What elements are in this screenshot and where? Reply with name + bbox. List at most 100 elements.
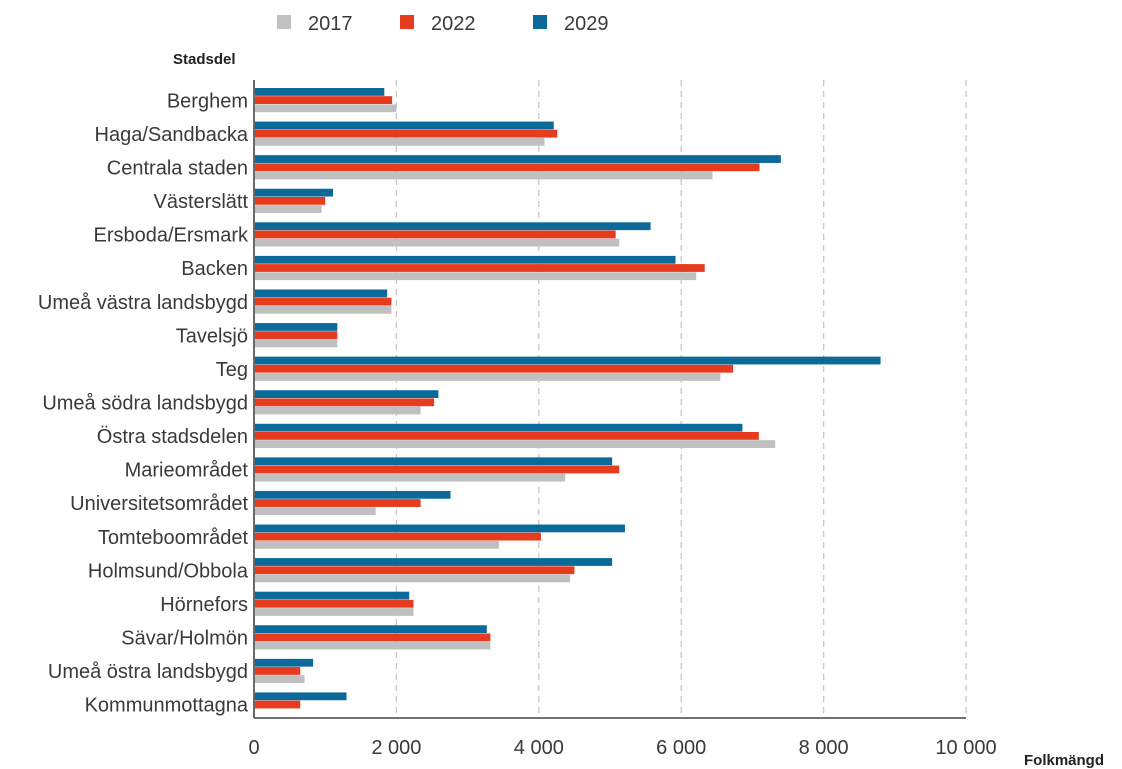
category-label-umeå-västra-landsbygd: Umeå västra landsbygd (38, 292, 248, 314)
bar-hörnefors-2029 (255, 591, 410, 600)
legend-item-2029: 2029 (533, 13, 609, 35)
y-axis-title: Stadsdel (173, 51, 236, 68)
category-label-berghem: Berghem (167, 90, 248, 112)
bar-umeå-östra-landsbygd-2029 (255, 658, 314, 667)
x-tick-label-10000: 10 000 (935, 737, 996, 759)
bar-group-kommunmottagna (255, 692, 347, 709)
bar-group-umeå-södra-landsbygd (255, 390, 439, 415)
bar-berghem-2022 (255, 96, 393, 104)
bar-haga-sandbacka-2017 (255, 137, 545, 146)
bar-group-hörnefors (255, 591, 414, 616)
bar-backen-2022 (255, 264, 705, 272)
legend: 2017 2022 2029 (277, 13, 609, 35)
bar-holmsund-obbola-2029 (255, 558, 613, 566)
bar-ersboda-ersmark-2029 (255, 222, 651, 231)
bar-hörnefors-2022 (255, 599, 414, 608)
bar-group-västerslätt (255, 188, 334, 213)
legend-label-2017: 2017 (308, 13, 353, 35)
bar-umeå-västra-landsbygd-2017 (255, 305, 392, 314)
x-tick-label-8000: 8 000 (799, 737, 849, 759)
category-label-teg: Teg (216, 359, 248, 381)
bar-group-umeå-östra-landsbygd (255, 658, 314, 684)
bar-group-universitetsområdet (255, 490, 451, 516)
category-label-umeå-södra-landsbygd: Umeå södra landsbygd (42, 393, 248, 415)
bar-group-ersboda-ersmark (255, 222, 651, 247)
bar-sävar-holmön-2017 (255, 641, 491, 650)
bar-marieområdet-2017 (255, 473, 566, 482)
bar-marieområdet-2029 (255, 457, 613, 466)
bar-berghem-2029 (255, 88, 385, 96)
bar-teg-2022 (255, 364, 734, 373)
bar-group-haga-sandbacka (255, 121, 558, 146)
bar-group-östra-stadsdelen (255, 423, 776, 448)
category-label-ersboda-ersmark: Ersboda/Ersmark (94, 225, 249, 247)
bar-group-centrala-staden (255, 155, 781, 180)
bar-umeå-södra-landsbygd-2029 (255, 390, 439, 399)
bar-group-berghem (255, 88, 397, 113)
category-label-kommunmottagna: Kommunmottagna (85, 695, 249, 717)
bar-östra-stadsdelen-2017 (255, 440, 776, 448)
bar-tomteboområdet-2022 (255, 532, 541, 541)
category-label-backen: Backen (181, 258, 248, 280)
legend-item-2022: 2022 (400, 13, 476, 35)
x-tick-label-6000: 6 000 (656, 737, 706, 759)
category-label-västerslätt: Västerslätt (154, 191, 249, 213)
legend-label-2022: 2022 (431, 13, 476, 35)
bar-västerslätt-2017 (255, 205, 322, 213)
bar-group-teg (255, 356, 881, 381)
bar-teg-2029 (255, 356, 881, 365)
bar-marieområdet-2022 (255, 465, 620, 474)
bar-group-marieområdet (255, 457, 620, 482)
category-label-umeå-östra-landsbygd: Umeå östra landsbygd (48, 661, 248, 683)
bar-östra-stadsdelen-2029 (255, 423, 743, 432)
legend-item-2017: 2017 (277, 13, 353, 35)
bar-haga-sandbacka-2029 (255, 121, 554, 130)
category-label-östra-stadsdelen: Östra stadsdelen (97, 426, 248, 448)
legend-swatch-2029 (533, 15, 547, 29)
legend-label-2029: 2029 (564, 13, 609, 35)
bar-tavelsjö-2017 (255, 339, 338, 348)
legend-swatch-2017 (277, 15, 291, 29)
category-label-universitetsområdet: Universitetsområdet (70, 493, 248, 515)
bar-västerslätt-2022 (255, 196, 326, 205)
x-axis-title: Folkmängd (1024, 752, 1104, 769)
bar-sävar-holmön-2022 (255, 633, 491, 642)
category-label-hörnefors: Hörnefors (160, 594, 248, 616)
bar-backen-2017 (255, 272, 697, 281)
bar-tomteboområdet-2029 (255, 524, 625, 533)
category-labels: Berghem Haga/Sandbacka Centrala staden Väst… (38, 90, 249, 716)
x-tick-label-0: 0 (248, 737, 259, 759)
bar-holmsund-obbola-2022 (255, 566, 575, 575)
bar-umeå-västra-landsbygd-2029 (255, 289, 388, 298)
x-tick-labels: 0 2 000 4 000 6 000 8 000 10 000 (248, 737, 996, 759)
bar-tavelsjö-2029 (255, 323, 338, 331)
bar-universitetsområdet-2029 (255, 490, 451, 499)
bar-berghem-2017 (255, 104, 397, 113)
x-tick-label-2000: 2 000 (371, 737, 421, 759)
legend-swatch-2022 (400, 15, 414, 29)
bar-kommunmottagna-2022 (255, 700, 301, 709)
bars (255, 88, 881, 709)
bar-tomteboområdet-2017 (255, 540, 499, 549)
category-label-tomteboområdet: Tomteboområdet (98, 527, 249, 549)
bar-group-holmsund-obbola (255, 558, 613, 583)
bar-backen-2029 (255, 255, 676, 264)
category-label-haga-sandbacka: Haga/Sandbacka (95, 124, 249, 146)
bar-centrala-staden-2029 (255, 155, 781, 163)
x-tick-label-4000: 4 000 (514, 737, 564, 759)
bar-holmsund-obbola-2017 (255, 574, 571, 583)
bar-group-sävar-holmön (255, 625, 491, 650)
category-label-sävar-holmön: Sävar/Holmön (121, 628, 248, 650)
bar-umeå-östra-landsbygd-2017 (255, 675, 305, 684)
bar-group-umeå-västra-landsbygd (255, 289, 392, 314)
bar-centrala-staden-2017 (255, 171, 713, 180)
bar-umeå-södra-landsbygd-2017 (255, 406, 421, 415)
category-label-marieområdet: Marieområdet (125, 460, 249, 482)
category-label-holmsund-obbola: Holmsund/Obbola (88, 560, 249, 582)
bar-kommunmottagna-2029 (255, 692, 347, 701)
category-label-tavelsjö: Tavelsjö (176, 325, 248, 347)
bar-sävar-holmön-2029 (255, 625, 487, 634)
bar-umeå-östra-landsbygd-2022 (255, 667, 301, 675)
